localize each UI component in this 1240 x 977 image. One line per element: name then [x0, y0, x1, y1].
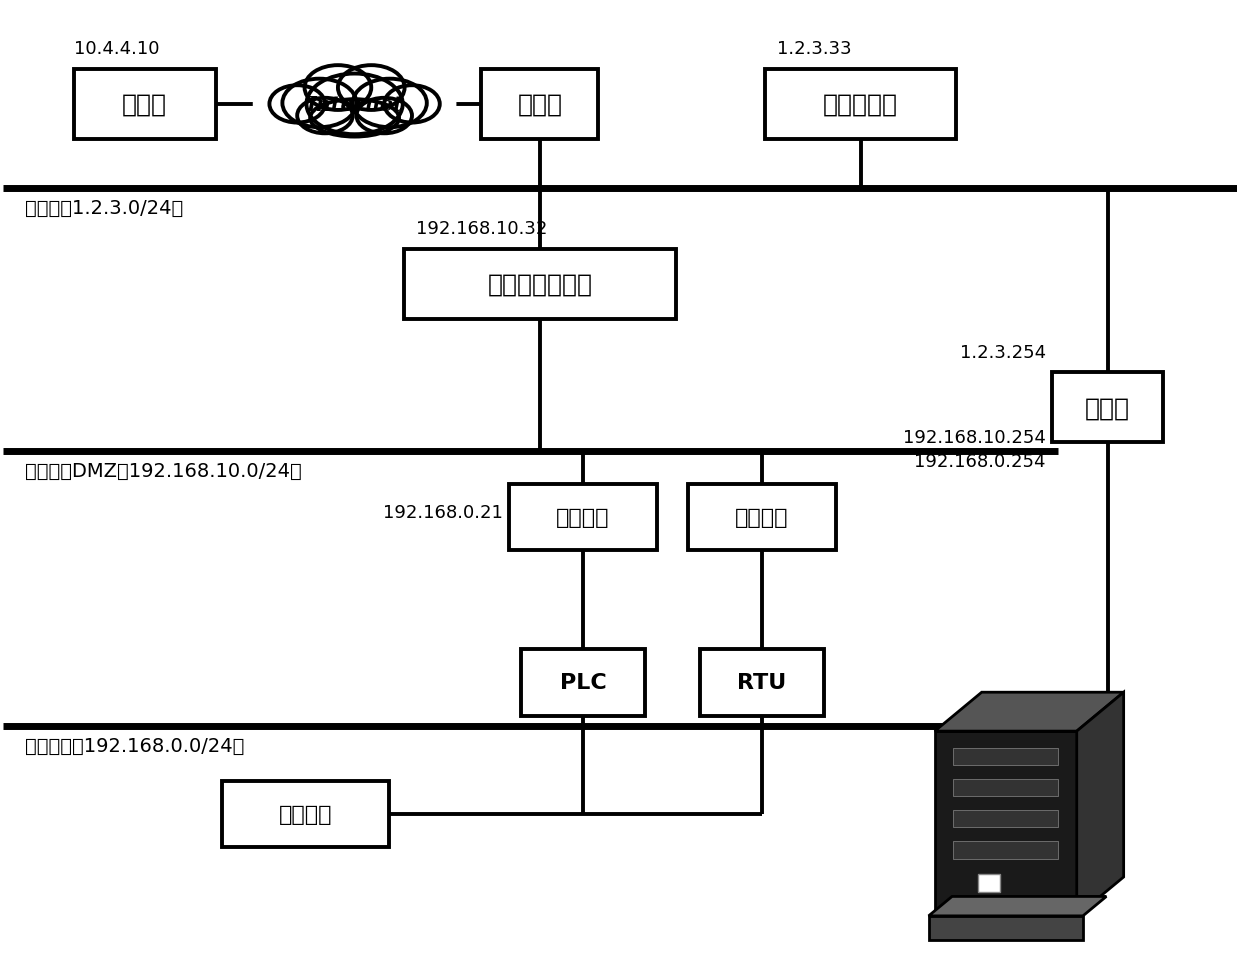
- Ellipse shape: [298, 99, 352, 134]
- Text: 工程师站: 工程师站: [557, 508, 610, 528]
- Ellipse shape: [253, 39, 456, 170]
- Text: 192.168.0.21: 192.168.0.21: [383, 504, 502, 522]
- Text: Internet: Internet: [306, 95, 403, 114]
- Text: 企业网（1.2.3.0/24）: 企业网（1.2.3.0/24）: [25, 199, 184, 218]
- Text: 操作员站: 操作员站: [735, 508, 789, 528]
- Ellipse shape: [356, 99, 412, 134]
- Text: PLC: PLC: [559, 673, 606, 693]
- Ellipse shape: [384, 86, 440, 123]
- Bar: [688, 485, 836, 551]
- Ellipse shape: [339, 66, 404, 110]
- Text: 历史数据服务器: 历史数据服务器: [487, 273, 593, 296]
- Text: 192.168.0.254: 192.168.0.254: [914, 452, 1045, 471]
- Text: 10.4.4.10: 10.4.4.10: [73, 40, 159, 59]
- Bar: [404, 249, 676, 319]
- Ellipse shape: [310, 100, 399, 138]
- Bar: [73, 69, 216, 140]
- Ellipse shape: [269, 86, 325, 123]
- Text: 网站服务器: 网站服务器: [823, 93, 898, 117]
- Text: RTU: RTU: [738, 673, 786, 693]
- Text: 1.2.3.33: 1.2.3.33: [777, 40, 852, 59]
- Polygon shape: [935, 693, 1123, 732]
- Bar: [481, 69, 599, 140]
- Text: 仿真对象: 仿真对象: [279, 804, 332, 824]
- Bar: [765, 69, 956, 140]
- Bar: [954, 747, 1058, 765]
- Bar: [954, 779, 1058, 796]
- Text: 防火墙: 防火墙: [517, 93, 562, 117]
- Ellipse shape: [283, 79, 356, 128]
- Text: 非军事区DMZ（192.168.10.0/24）: 非军事区DMZ（192.168.10.0/24）: [25, 461, 301, 481]
- Bar: [508, 485, 657, 551]
- Bar: [701, 650, 823, 716]
- Ellipse shape: [305, 66, 371, 110]
- Text: 192.168.10.32: 192.168.10.32: [417, 220, 548, 237]
- Text: 控制内网（192.168.0.0/24）: 控制内网（192.168.0.0/24）: [25, 737, 244, 755]
- Polygon shape: [1076, 693, 1123, 916]
- Bar: [954, 810, 1058, 828]
- Bar: [954, 841, 1058, 859]
- Text: 攻击者: 攻击者: [123, 93, 167, 117]
- Text: 192.168.10.254: 192.168.10.254: [903, 429, 1045, 446]
- Bar: [222, 781, 388, 847]
- Bar: [978, 874, 1001, 892]
- Ellipse shape: [306, 74, 403, 135]
- Ellipse shape: [352, 79, 427, 128]
- Text: 1.2.3.254: 1.2.3.254: [960, 343, 1045, 361]
- Polygon shape: [929, 897, 1106, 916]
- Bar: [521, 650, 645, 716]
- Text: 防火墙: 防火墙: [1085, 396, 1130, 420]
- Bar: [1052, 373, 1163, 443]
- Bar: [929, 916, 1083, 940]
- Bar: [935, 732, 1076, 916]
